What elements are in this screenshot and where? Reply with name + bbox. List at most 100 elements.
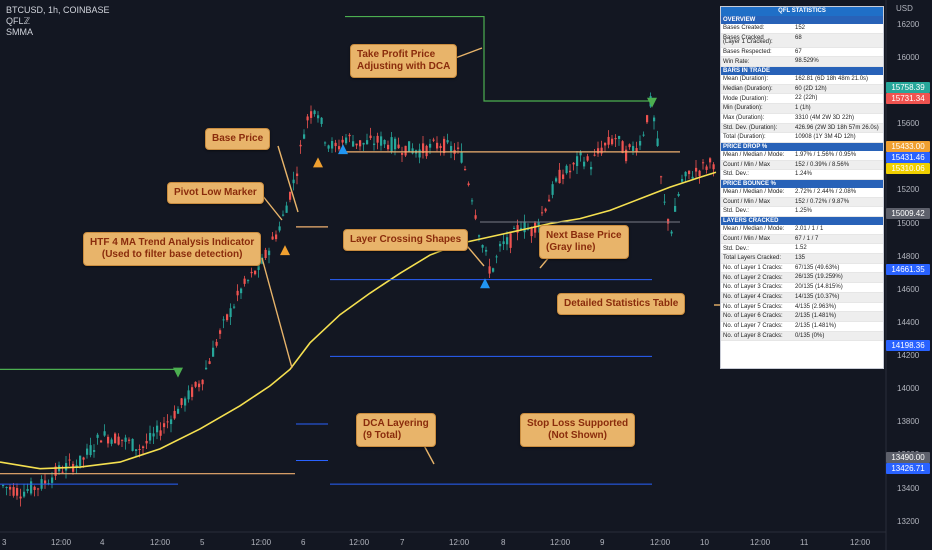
stats-row-label: Min (Duration): <box>723 105 763 112</box>
stats-row-label: No. of Layer 4 Cracks: <box>723 293 783 300</box>
stats-row-label: Count / Min / Max <box>723 161 771 168</box>
stats-row-value: 26/135 (19.259%) <box>795 274 843 281</box>
candle-body <box>464 169 467 171</box>
candle-body <box>208 361 211 364</box>
stats-row-label: Bases Created: <box>723 25 765 32</box>
price-label: 13426.71 <box>886 463 930 474</box>
candle-body <box>149 432 152 441</box>
y-tick-label: 14800 <box>897 251 920 261</box>
candle-body <box>593 154 596 156</box>
candle-body <box>677 193 680 196</box>
candle-body <box>240 288 243 294</box>
stats-row: Min (Duration): 1 (1h) <box>721 104 883 114</box>
take-profit-callout: Take Profit Price Adjusting with DCA <box>350 44 458 78</box>
candle-body <box>502 241 505 244</box>
stats-row-label: Max (Duration): <box>723 114 765 121</box>
stats-row: Total (Duration): 10908 (1Y 3M 4D 12h) <box>721 133 883 143</box>
candle-body <box>429 143 432 148</box>
y-tick-label: 14200 <box>897 351 920 361</box>
stats-row-label: Win Rate: <box>723 58 750 65</box>
stats-row-label: Count / Min / Max <box>723 235 771 242</box>
candle-body <box>404 145 407 156</box>
stats-row-label: Std. Dev.: <box>723 245 749 252</box>
stats-row: Max (Duration): 3310 (4M 2W 3D 22h) <box>721 114 883 124</box>
dca-layering-callout: DCA Layering (9 Total) <box>356 413 436 447</box>
candle-body <box>467 183 470 186</box>
candle-body <box>558 169 561 184</box>
candle-body <box>541 212 544 214</box>
x-tick-label: 4 <box>100 538 105 547</box>
candle-body <box>205 367 208 370</box>
candle-body <box>16 488 19 496</box>
candle-body <box>457 147 460 149</box>
stats-row-label: Total Layers Cracked: <box>723 255 782 262</box>
candle-body <box>5 487 8 489</box>
candle-body <box>544 208 547 212</box>
candle-body <box>264 249 267 259</box>
stats-row-value: 67 / 1 / 7 <box>795 235 819 242</box>
candle-body <box>537 222 540 226</box>
stats-row-value: 2/135 (1.481%) <box>795 322 837 329</box>
candle-body <box>44 480 47 484</box>
candle-body <box>303 134 306 139</box>
candle-body <box>177 408 180 414</box>
stats-row-value: 135 <box>795 255 806 262</box>
candle-body <box>520 227 523 230</box>
candle-body <box>117 436 120 445</box>
x-tick-label: 6 <box>301 538 306 547</box>
stats-row-value: 1 (1h) <box>795 105 811 112</box>
stats-row-value: 20/135 (14.815%) <box>795 284 843 291</box>
candle-body <box>625 149 628 162</box>
y-tick-label: 16200 <box>897 19 920 29</box>
stats-row-label: Mode (Duration): <box>723 95 769 102</box>
candle-body <box>306 116 309 121</box>
candle-body <box>499 243 502 247</box>
y-tick-label: 16000 <box>897 52 920 62</box>
candle-body <box>684 171 687 177</box>
candle-body <box>656 138 659 146</box>
candle-body <box>331 141 334 149</box>
x-tick-label: 12:00 <box>349 538 370 547</box>
stats-row-label: Mean / Median / Mode: <box>723 226 785 233</box>
stats-row-value: 0/135 (0%) <box>795 332 825 339</box>
y-tick-label: 15600 <box>897 119 920 129</box>
candle-body <box>89 445 92 456</box>
candle-body <box>527 228 530 230</box>
price-label: 15431.46 <box>886 152 930 163</box>
pivot-low-marker <box>313 157 323 168</box>
stats-row-value: 98.529% <box>795 58 819 65</box>
stats-row: Median (Duration): 60 (2D 12h) <box>721 84 883 95</box>
stats-row: Mean (Duration): 162.81 (6D 18h 48m 21.0s… <box>721 75 883 85</box>
candle-body <box>166 421 169 423</box>
take-profit-line <box>345 15 650 102</box>
candle-body <box>516 225 519 233</box>
candle-body <box>163 423 166 428</box>
candle-body <box>170 419 173 425</box>
candle-body <box>380 136 383 146</box>
candle-body <box>618 136 621 139</box>
stats-row-label: No. of Layer 1 Cracks: <box>723 264 783 271</box>
symbol-label[interactable]: BTCUSD, 1h, COINBASE <box>6 5 110 15</box>
candle-body <box>446 140 449 143</box>
candle-body <box>327 145 330 149</box>
candle-body <box>9 486 12 490</box>
qfl-indicator-label[interactable]: QFLℤ <box>6 16 31 26</box>
smma-indicator-label[interactable]: SMMA <box>6 27 33 37</box>
stats-row: Win Rate: 98.529% <box>721 57 883 68</box>
candle-body <box>79 455 82 466</box>
candle-body <box>110 439 113 444</box>
candle-body <box>572 162 575 165</box>
candle-body <box>628 144 631 148</box>
x-tick-label: 9 <box>600 538 605 547</box>
stop-loss-callout: Stop Loss Supported (Not Shown) <box>520 413 636 447</box>
candle-body <box>702 162 705 164</box>
x-tick-label: 5 <box>200 538 205 547</box>
x-tick-label: 12:00 <box>51 538 72 547</box>
candle-body <box>268 250 271 256</box>
candle-body <box>439 145 442 148</box>
candle-body <box>33 486 36 490</box>
stats-row-value: 22 (22h) <box>795 95 818 102</box>
pivot-low-pointer <box>261 194 283 221</box>
x-tick-label: 12:00 <box>750 538 771 547</box>
